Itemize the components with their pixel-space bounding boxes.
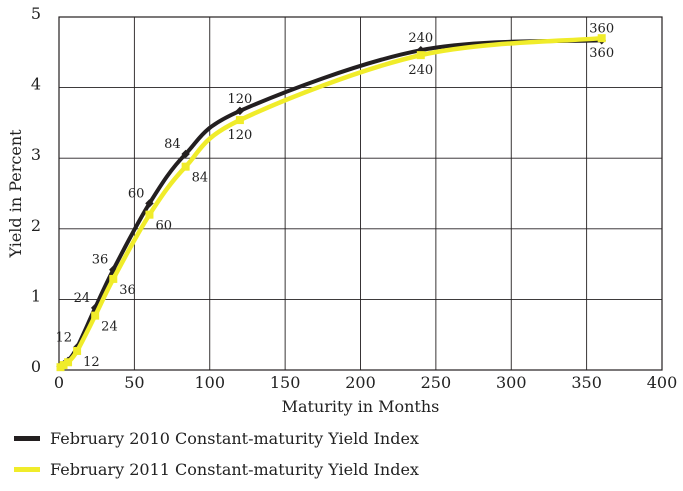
point-2011-84 bbox=[181, 162, 190, 171]
point-label-2011-120: 120 bbox=[227, 128, 252, 143]
point-label-2011-36: 36 bbox=[119, 283, 136, 298]
point-label-2010-360: 360 bbox=[589, 21, 614, 36]
y-tick-label-3: 3 bbox=[31, 145, 41, 164]
point-label-2011-12: 12 bbox=[83, 355, 100, 370]
point-2010-120 bbox=[235, 106, 245, 116]
x-tick-label-50: 50 bbox=[124, 373, 144, 392]
x-tick-label-200: 200 bbox=[345, 373, 376, 392]
x-tick-label-350: 350 bbox=[571, 373, 602, 392]
legend-swatch-2011 bbox=[14, 467, 40, 472]
point-2011-3 bbox=[59, 361, 68, 370]
point-label-2010-84: 84 bbox=[164, 137, 181, 152]
point-2011-12 bbox=[73, 346, 82, 355]
x-tick-label-0: 0 bbox=[54, 373, 64, 392]
point-2011-120 bbox=[235, 116, 244, 125]
series-line-2010 bbox=[58, 38, 604, 369]
point-label-2010-24: 24 bbox=[74, 291, 91, 306]
point-2011-6 bbox=[64, 358, 73, 367]
point-label-2010-60: 60 bbox=[128, 186, 145, 201]
y-tick-label-5: 5 bbox=[31, 4, 41, 23]
y-tick-label-1: 1 bbox=[31, 286, 41, 305]
x-tick-label-250: 250 bbox=[421, 373, 452, 392]
x-tick-label-150: 150 bbox=[270, 373, 301, 392]
grid bbox=[59, 17, 662, 370]
point-2011-36 bbox=[109, 274, 118, 283]
point-label-2011-24: 24 bbox=[101, 320, 118, 335]
point-label-2010-120: 120 bbox=[227, 92, 252, 107]
legend-item-2010: February 2010 Constant-maturity Yield In… bbox=[14, 429, 419, 448]
legend-label-2010: February 2010 Constant-maturity Yield In… bbox=[50, 429, 419, 448]
point-label-2011-240: 240 bbox=[408, 63, 433, 78]
y-tick-label-0: 0 bbox=[31, 357, 41, 376]
series-lines bbox=[56, 34, 606, 372]
point-2011-60 bbox=[145, 210, 154, 219]
point-2011-360 bbox=[597, 34, 606, 43]
x-tick-label-100: 100 bbox=[194, 373, 225, 392]
point-label-2010-240: 240 bbox=[408, 31, 433, 46]
legend-swatch-2010 bbox=[14, 436, 40, 441]
x-tick-label-300: 300 bbox=[496, 373, 527, 392]
x-axis-title: Maturity in Months bbox=[282, 397, 440, 416]
point-label-2011-360: 360 bbox=[589, 46, 614, 61]
point-label-2010-36: 36 bbox=[92, 253, 109, 268]
point-2010-84 bbox=[181, 149, 190, 159]
point-2011-24 bbox=[91, 311, 100, 320]
legend-label-2011: February 2011 Constant-maturity Yield In… bbox=[50, 460, 419, 479]
legend-item-2011: February 2011 Constant-maturity Yield In… bbox=[14, 460, 419, 479]
point-label-2011-60: 60 bbox=[155, 219, 172, 234]
y-tick-label-2: 2 bbox=[31, 216, 41, 235]
y-tick-label-4: 4 bbox=[31, 75, 41, 94]
x-tick-label-400: 400 bbox=[647, 373, 678, 392]
plot-frame bbox=[58, 16, 663, 371]
y-axis-title: Yield in Percent bbox=[6, 129, 25, 259]
point-labels: 12 24 36 60 84 120 240 360 12 24 36 60 84 120 240 360 bbox=[56, 21, 615, 370]
point-label-2011-84: 84 bbox=[192, 171, 209, 186]
point-label-2010-12: 12 bbox=[56, 330, 73, 345]
point-2011-240 bbox=[416, 51, 425, 60]
point-2010-60 bbox=[145, 199, 154, 208]
